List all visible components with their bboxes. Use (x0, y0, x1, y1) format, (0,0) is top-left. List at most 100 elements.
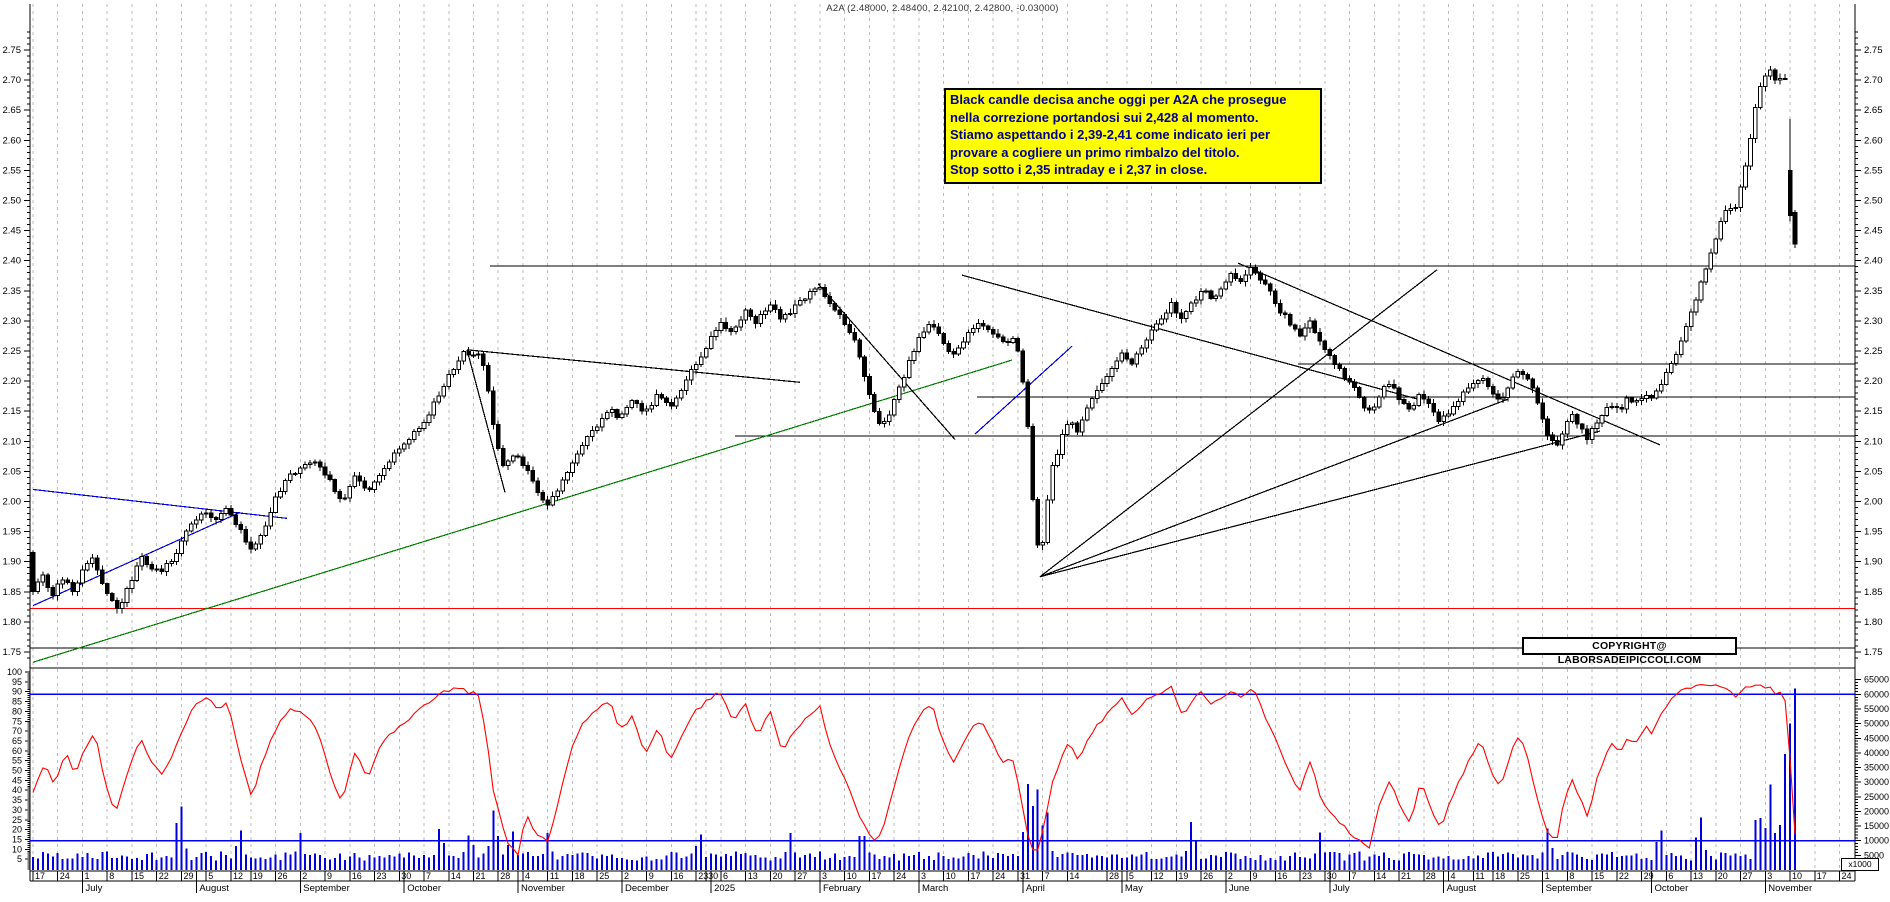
svg-text:12: 12 (233, 871, 243, 881)
svg-text:26: 26 (1203, 871, 1213, 881)
svg-text:2.65: 2.65 (3, 105, 22, 116)
svg-text:2.15: 2.15 (3, 406, 22, 417)
svg-text:13: 13 (1693, 871, 1703, 881)
svg-text:30: 30 (401, 871, 411, 881)
svg-text:14: 14 (451, 871, 461, 881)
svg-text:23: 23 (698, 871, 708, 881)
svg-text:2.50: 2.50 (3, 196, 22, 207)
svg-text:18: 18 (574, 871, 584, 881)
svg-text:10: 10 (946, 871, 956, 881)
svg-text:80: 80 (12, 706, 22, 716)
svg-text:2.70: 2.70 (1864, 75, 1883, 86)
svg-text:1.90: 1.90 (3, 557, 22, 568)
annotation-line: provare a cogliere un primo rimbalzo del… (950, 144, 1240, 160)
svg-text:2.40: 2.40 (3, 256, 22, 267)
svg-text:5: 5 (17, 854, 22, 864)
svg-text:3: 3 (1767, 871, 1772, 881)
svg-text:75: 75 (12, 716, 22, 726)
svg-text:1: 1 (84, 871, 89, 881)
svg-text:July: July (1333, 883, 1350, 894)
svg-text:100: 100 (7, 667, 22, 677)
volume-unit-label: x1000 (1841, 858, 1879, 871)
svg-text:April: April (1026, 883, 1045, 894)
svg-text:4: 4 (1451, 871, 1456, 881)
svg-text:1.75: 1.75 (1864, 647, 1883, 658)
chart-title: A2A (2.48000, 2.48400, 2.42100, 2.42800,… (826, 3, 1059, 14)
svg-text:10: 10 (1792, 871, 1802, 881)
svg-text:21: 21 (1401, 871, 1411, 881)
svg-text:85: 85 (12, 697, 22, 707)
svg-text:16: 16 (352, 871, 362, 881)
svg-text:28: 28 (500, 871, 510, 881)
svg-text:2.60: 2.60 (1864, 135, 1883, 146)
svg-text:2: 2 (302, 871, 307, 881)
svg-text:22: 22 (1619, 871, 1629, 881)
svg-text:2.25: 2.25 (1864, 346, 1883, 357)
svg-text:15: 15 (1594, 871, 1604, 881)
annotation-line: Black candle decisa anche oggi per A2A c… (950, 92, 1287, 107)
svg-text:2.35: 2.35 (3, 286, 22, 297)
svg-text:2: 2 (624, 871, 629, 881)
svg-text:35: 35 (12, 795, 22, 805)
svg-text:8: 8 (109, 871, 114, 881)
svg-text:28: 28 (1109, 871, 1119, 881)
svg-text:29: 29 (1644, 871, 1654, 881)
svg-text:5: 5 (208, 871, 213, 881)
svg-text:1.75: 1.75 (3, 647, 22, 658)
analyst-annotation-box: Black candle decisa anche oggi per A2A c… (944, 88, 1322, 184)
svg-text:1.85: 1.85 (1864, 587, 1883, 598)
svg-text:September: September (303, 883, 349, 894)
svg-text:8: 8 (1569, 871, 1574, 881)
annotation-line: nella correzione portandosi sui 2,428 al… (950, 109, 1259, 125)
svg-text:11: 11 (1475, 871, 1484, 881)
svg-text:30: 30 (12, 805, 22, 815)
svg-text:28: 28 (1426, 871, 1436, 881)
svg-text:February: February (823, 883, 861, 894)
svg-text:18: 18 (1495, 871, 1505, 881)
svg-text:2.35: 2.35 (1864, 286, 1883, 297)
svg-text:60000: 60000 (1864, 689, 1889, 699)
svg-text:1.90: 1.90 (1864, 557, 1883, 568)
svg-text:65: 65 (12, 736, 22, 746)
svg-text:4: 4 (525, 871, 530, 881)
svg-text:50000: 50000 (1864, 719, 1889, 729)
svg-text:16: 16 (1277, 871, 1287, 881)
svg-text:August: August (199, 883, 229, 894)
svg-text:2.75: 2.75 (1864, 45, 1883, 56)
svg-text:2.40: 2.40 (1864, 256, 1883, 267)
svg-text:2.10: 2.10 (1864, 436, 1883, 447)
svg-text:15: 15 (12, 834, 22, 844)
svg-text:20: 20 (1718, 871, 1728, 881)
annotation-line: Stop sotto i 2,35 intraday e i 2,37 in c… (950, 162, 1208, 178)
svg-text:15000: 15000 (1864, 821, 1889, 831)
svg-text:24: 24 (896, 871, 906, 881)
svg-text:1.85: 1.85 (3, 587, 22, 598)
svg-text:55000: 55000 (1864, 704, 1889, 714)
svg-text:July: July (85, 883, 102, 894)
copyright-label: COPYRIGHT@ LABORSADEIPICCOLI.COM (1522, 637, 1737, 666)
svg-text:2.60: 2.60 (3, 135, 22, 146)
svg-text:55: 55 (12, 756, 22, 766)
svg-text:17: 17 (1817, 871, 1827, 881)
svg-text:2: 2 (1228, 871, 1233, 881)
svg-text:25: 25 (599, 871, 609, 881)
svg-text:2.00: 2.00 (1864, 497, 1883, 508)
svg-text:November: November (521, 883, 565, 894)
svg-text:May: May (1125, 883, 1143, 894)
svg-text:29: 29 (183, 871, 193, 881)
svg-text:15: 15 (134, 871, 144, 881)
svg-text:2.55: 2.55 (3, 165, 22, 176)
svg-text:2.50: 2.50 (1864, 196, 1883, 207)
svg-text:20: 20 (12, 825, 22, 835)
svg-text:9: 9 (649, 871, 654, 881)
svg-text:30000: 30000 (1864, 777, 1889, 787)
svg-text:19: 19 (253, 871, 263, 881)
svg-text:60: 60 (12, 746, 22, 756)
svg-text:50: 50 (12, 766, 22, 776)
svg-text:9: 9 (327, 871, 332, 881)
svg-text:7: 7 (1045, 871, 1050, 881)
svg-text:1.80: 1.80 (1864, 617, 1883, 628)
svg-text:5: 5 (1129, 871, 1134, 881)
svg-text:11: 11 (550, 871, 559, 881)
